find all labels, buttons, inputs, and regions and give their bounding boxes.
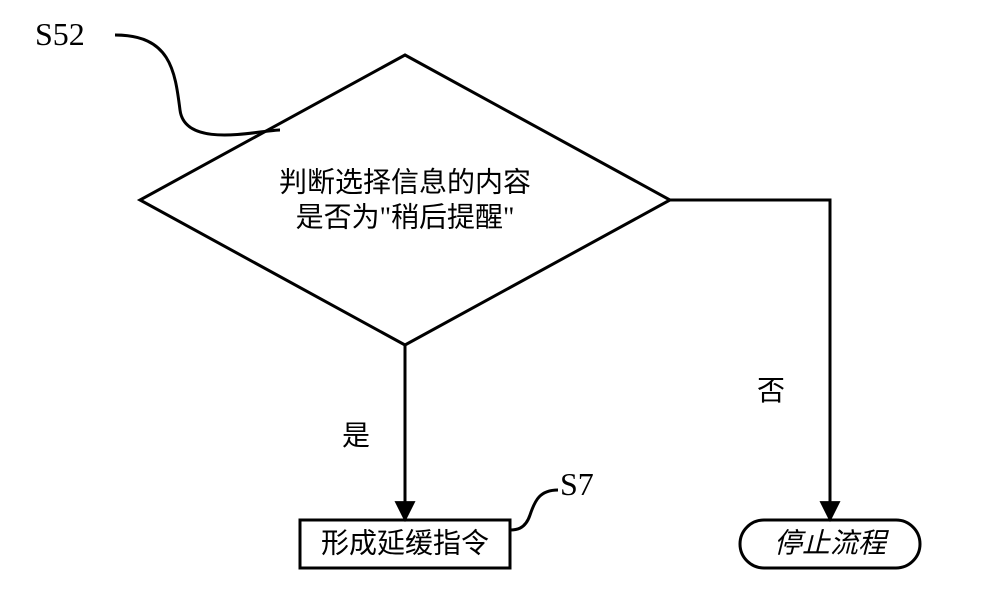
decision-node: 判断选择信息的内容 是否为"稍后提醒" [140,55,670,345]
decision-text-line1: 判断选择信息的内容 [279,166,531,198]
process-node: 形成延缓指令 [300,520,510,568]
decision-text-line2: 是否为"稍后提醒" [296,201,515,233]
label-s7: S7 [560,466,594,502]
edge-yes-label: 是 [342,421,370,452]
terminator-node: 停止流程 [740,520,920,568]
leader-s7 [510,490,558,530]
leader-s52 [115,35,280,135]
edge-no [670,200,830,520]
label-s52: S52 [35,16,85,52]
edge-no-label: 否 [757,376,785,407]
decision-diamond [140,55,670,345]
terminator-text: 停止流程 [774,528,889,559]
process-text: 形成延缓指令 [321,527,489,559]
